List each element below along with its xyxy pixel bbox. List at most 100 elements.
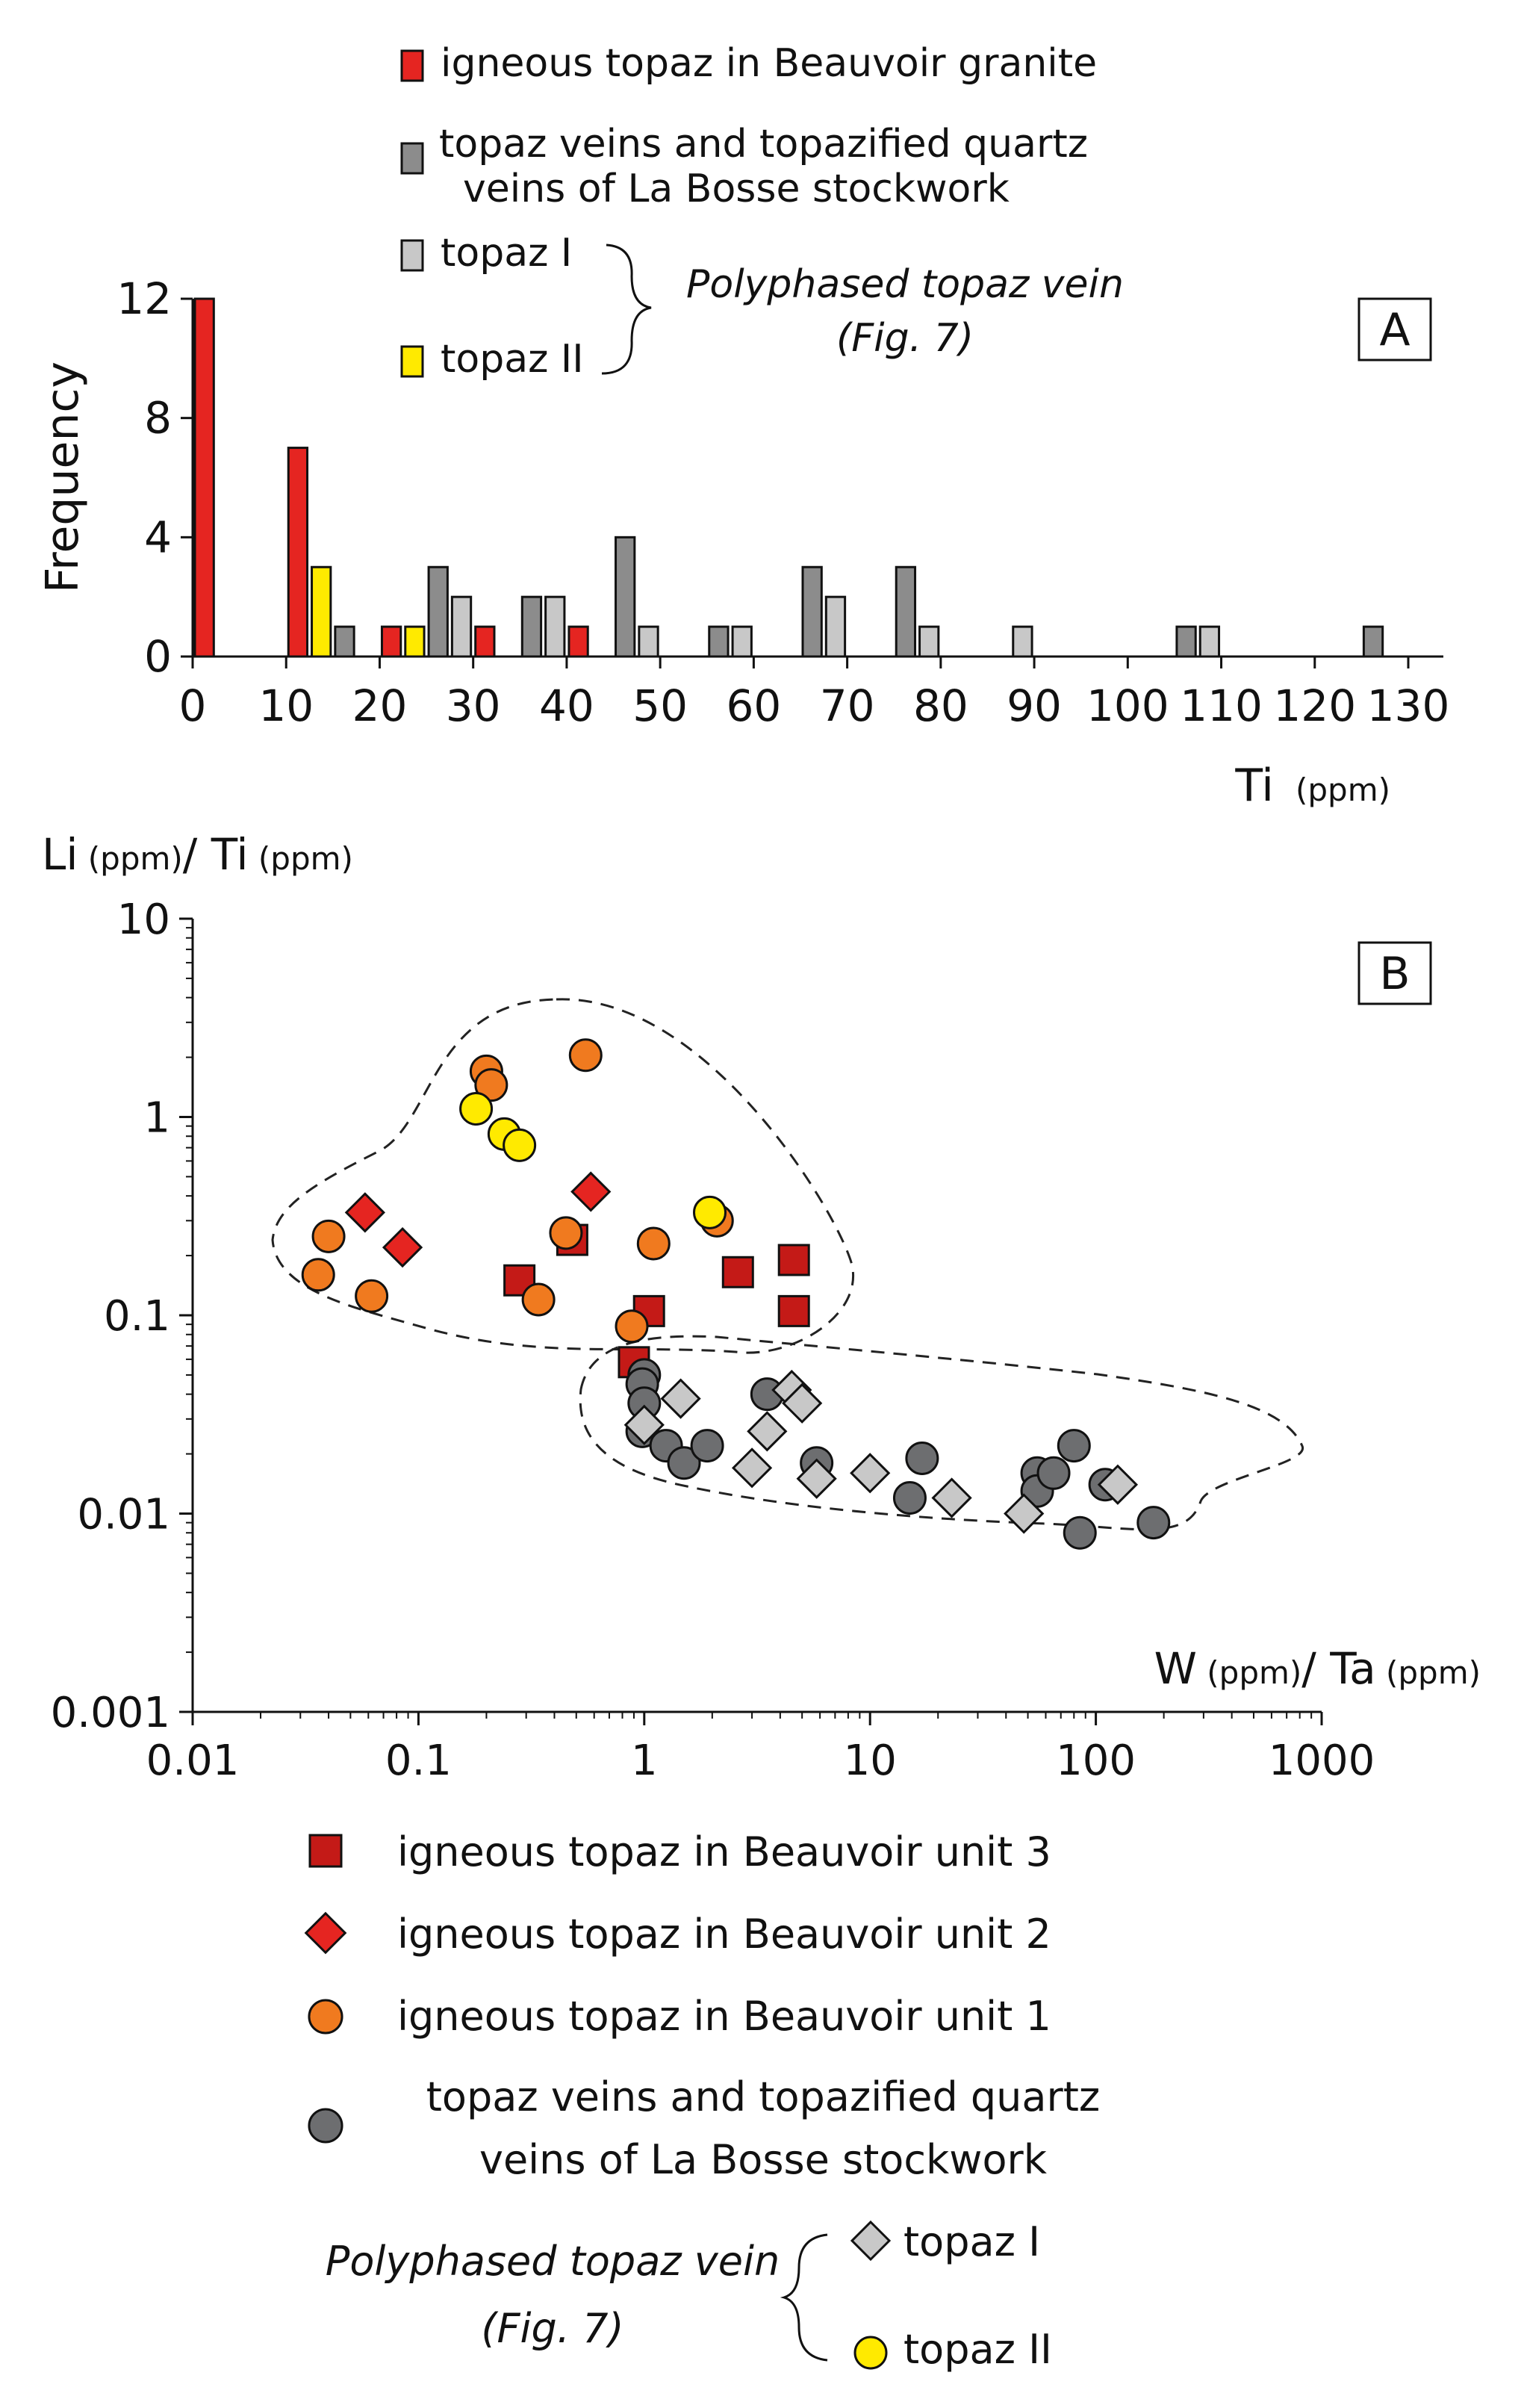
panel-b-x-ticks: 0.01 0.1 1 10 100 1000	[146, 1712, 1375, 1785]
legend-label-stockwork-b-line2: veins of La Bosse stockwork	[479, 2136, 1048, 2183]
x-axis-title-unit: (ppm)	[1296, 772, 1390, 808]
panel-a-x-ticks: 0 10 20 30 40 50 60 70 80 90 100 110 120 130	[179, 657, 1449, 731]
legend-group-brace	[601, 243, 652, 375]
panel-b-axes	[191, 919, 1322, 1713]
point-topaz2-2	[503, 1128, 537, 1162]
bar-stockwork-16	[801, 565, 823, 658]
x-tick-label-60: 60	[726, 680, 781, 731]
bar-topaz1-19	[918, 625, 940, 658]
legend-label-beauvoir-granite: igneous topaz in Beauvoir granite	[441, 41, 1097, 86]
bar-beauvoir-1	[287, 447, 309, 658]
point-unit3-6	[777, 1294, 810, 1327]
panel-a-bars	[193, 297, 1384, 658]
legend-marker-unit1	[308, 1999, 343, 2035]
point-unit1-7	[549, 1216, 583, 1250]
x-tick-label-30: 30	[446, 680, 501, 731]
point-stockwork-13	[1036, 1456, 1071, 1490]
point-unit2-2	[570, 1171, 612, 1212]
y-axis-title: Frequency	[37, 361, 89, 593]
y-tick-label-b-10: 10	[117, 896, 170, 944]
point-unit1-2	[568, 1038, 603, 1073]
x-tick-label-110: 110	[1180, 680, 1263, 731]
legend-marker-topaz1	[850, 2220, 892, 2262]
x-tick-label-50: 50	[632, 680, 688, 731]
panel-a-y-ticks: 0 4 8 12	[116, 273, 193, 682]
bar-stockwork-9	[520, 595, 543, 658]
point-topaz1-7	[850, 1453, 891, 1494]
bar-topaz1-20	[1012, 625, 1033, 658]
legend-label-unit3: igneous topaz in Beauvoir unit 3	[397, 1828, 1051, 1875]
bar-topaz1-17	[824, 595, 847, 658]
legend-swatch-stockwork	[400, 142, 424, 175]
legend-label-topaz-2-b: topaz II	[903, 2326, 1052, 2373]
legend-marker-unit2	[304, 1911, 347, 1955]
x-axis-title-main: Ti	[1234, 760, 1273, 812]
point-topaz2-3	[693, 1195, 727, 1229]
point-unit1-3	[311, 1219, 346, 1253]
legend-group-title: Polyphased topaz vein	[686, 262, 1124, 307]
legend-label-stockwork-line2: veins of La Bosse stockwork	[463, 167, 1010, 211]
legend-group-subtitle: (Fig. 7)	[836, 316, 974, 361]
y-tick-label-b-1: 1	[143, 1094, 170, 1143]
point-topaz1-0	[660, 1378, 701, 1419]
legend-marker-topaz2	[853, 2336, 888, 2370]
x-axis-title: Ti (ppm)	[1234, 760, 1390, 812]
bar-stockwork-6	[427, 565, 449, 658]
x-axis-title-b: W (ppm)/ Ta (ppm)	[1154, 1643, 1481, 1694]
bar-topaz1-7	[450, 595, 473, 658]
y-tick-label-0: 0	[144, 631, 172, 682]
x-tick-label-b-0.1: 0.1	[385, 1737, 452, 1785]
bar-topaz1-10	[544, 595, 566, 658]
y-tick-label-12: 12	[116, 273, 172, 324]
bar-beauvoir-8	[474, 625, 496, 658]
svg-text:A: A	[1379, 304, 1410, 356]
point-unit1-1	[474, 1068, 508, 1102]
y-tick-label-b-0.01: 0.01	[77, 1491, 170, 1539]
bar-topaz1-13	[638, 625, 659, 658]
point-topaz1-2	[747, 1411, 788, 1452]
point-unit1-4	[301, 1258, 335, 1292]
legend-swatch-topaz-1	[400, 239, 424, 272]
point-unit3-5	[777, 1244, 810, 1276]
bar-stockwork-3	[334, 625, 355, 658]
point-topaz1-8	[931, 1477, 972, 1518]
y-tick-label-4: 4	[144, 512, 172, 562]
legend-marker-unit3	[308, 1834, 343, 1868]
y-axis-title-b: Li (ppm)/ Ti (ppm)	[42, 829, 353, 880]
x-tick-label-120: 120	[1273, 680, 1356, 731]
bar-beauvoir-11	[567, 625, 589, 658]
panel-a-histogram: igneous topaz in Beauvoir granite topaz …	[37, 41, 1449, 812]
bar-beauvoir-4	[380, 625, 402, 658]
legend-group-brace-b	[780, 2233, 828, 2362]
panel-a-label: A	[1357, 297, 1432, 361]
x-tick-label-80: 80	[913, 680, 968, 731]
point-stockwork-14	[1057, 1429, 1091, 1463]
point-unit3-4	[721, 1256, 754, 1288]
point-unit1-5	[355, 1279, 389, 1313]
point-topaz1-1	[623, 1404, 665, 1445]
point-unit1-8	[636, 1226, 671, 1261]
legend-label-topaz-1: topaz I	[441, 231, 572, 276]
bar-stockwork-18	[895, 565, 917, 658]
legend-label-topaz-1-b: topaz I	[903, 2218, 1040, 2265]
panel-b-scatter: Li (ppm)/ Ti (ppm) B 0.01 0.1 1 10 100 1000 0…	[42, 829, 1481, 2373]
x-tick-label-70: 70	[820, 680, 875, 731]
panel-b-legend: igneous topaz in Beauvoir unit 3 igneous…	[304, 1828, 1100, 2373]
legend-swatch-beauvoir-granite	[400, 49, 424, 82]
legend-label-stockwork-b-line1: topaz veins and topazified quartz	[426, 2073, 1100, 2120]
x-tick-label-100: 100	[1086, 680, 1169, 731]
stockwork-field-envelope	[579, 1335, 1304, 1531]
panel-b-legend-markers	[304, 1834, 892, 2370]
panel-a-axes	[191, 299, 1443, 658]
x-tick-label-b-100: 100	[1056, 1737, 1136, 1785]
bar-topaz1-15	[731, 625, 753, 658]
x-tick-label-b-1000: 1000	[1269, 1737, 1375, 1785]
point-stockwork-5	[667, 1446, 701, 1480]
point-unit1-10	[615, 1309, 649, 1344]
y-tick-label-b-0.1: 0.1	[104, 1292, 170, 1341]
x-tick-label-20: 20	[352, 680, 408, 731]
bar-stockwork-23	[1362, 625, 1384, 658]
legend-group-subtitle-b: (Fig. 7)	[481, 2305, 623, 2352]
legend-swatch-topaz-2	[400, 345, 424, 378]
